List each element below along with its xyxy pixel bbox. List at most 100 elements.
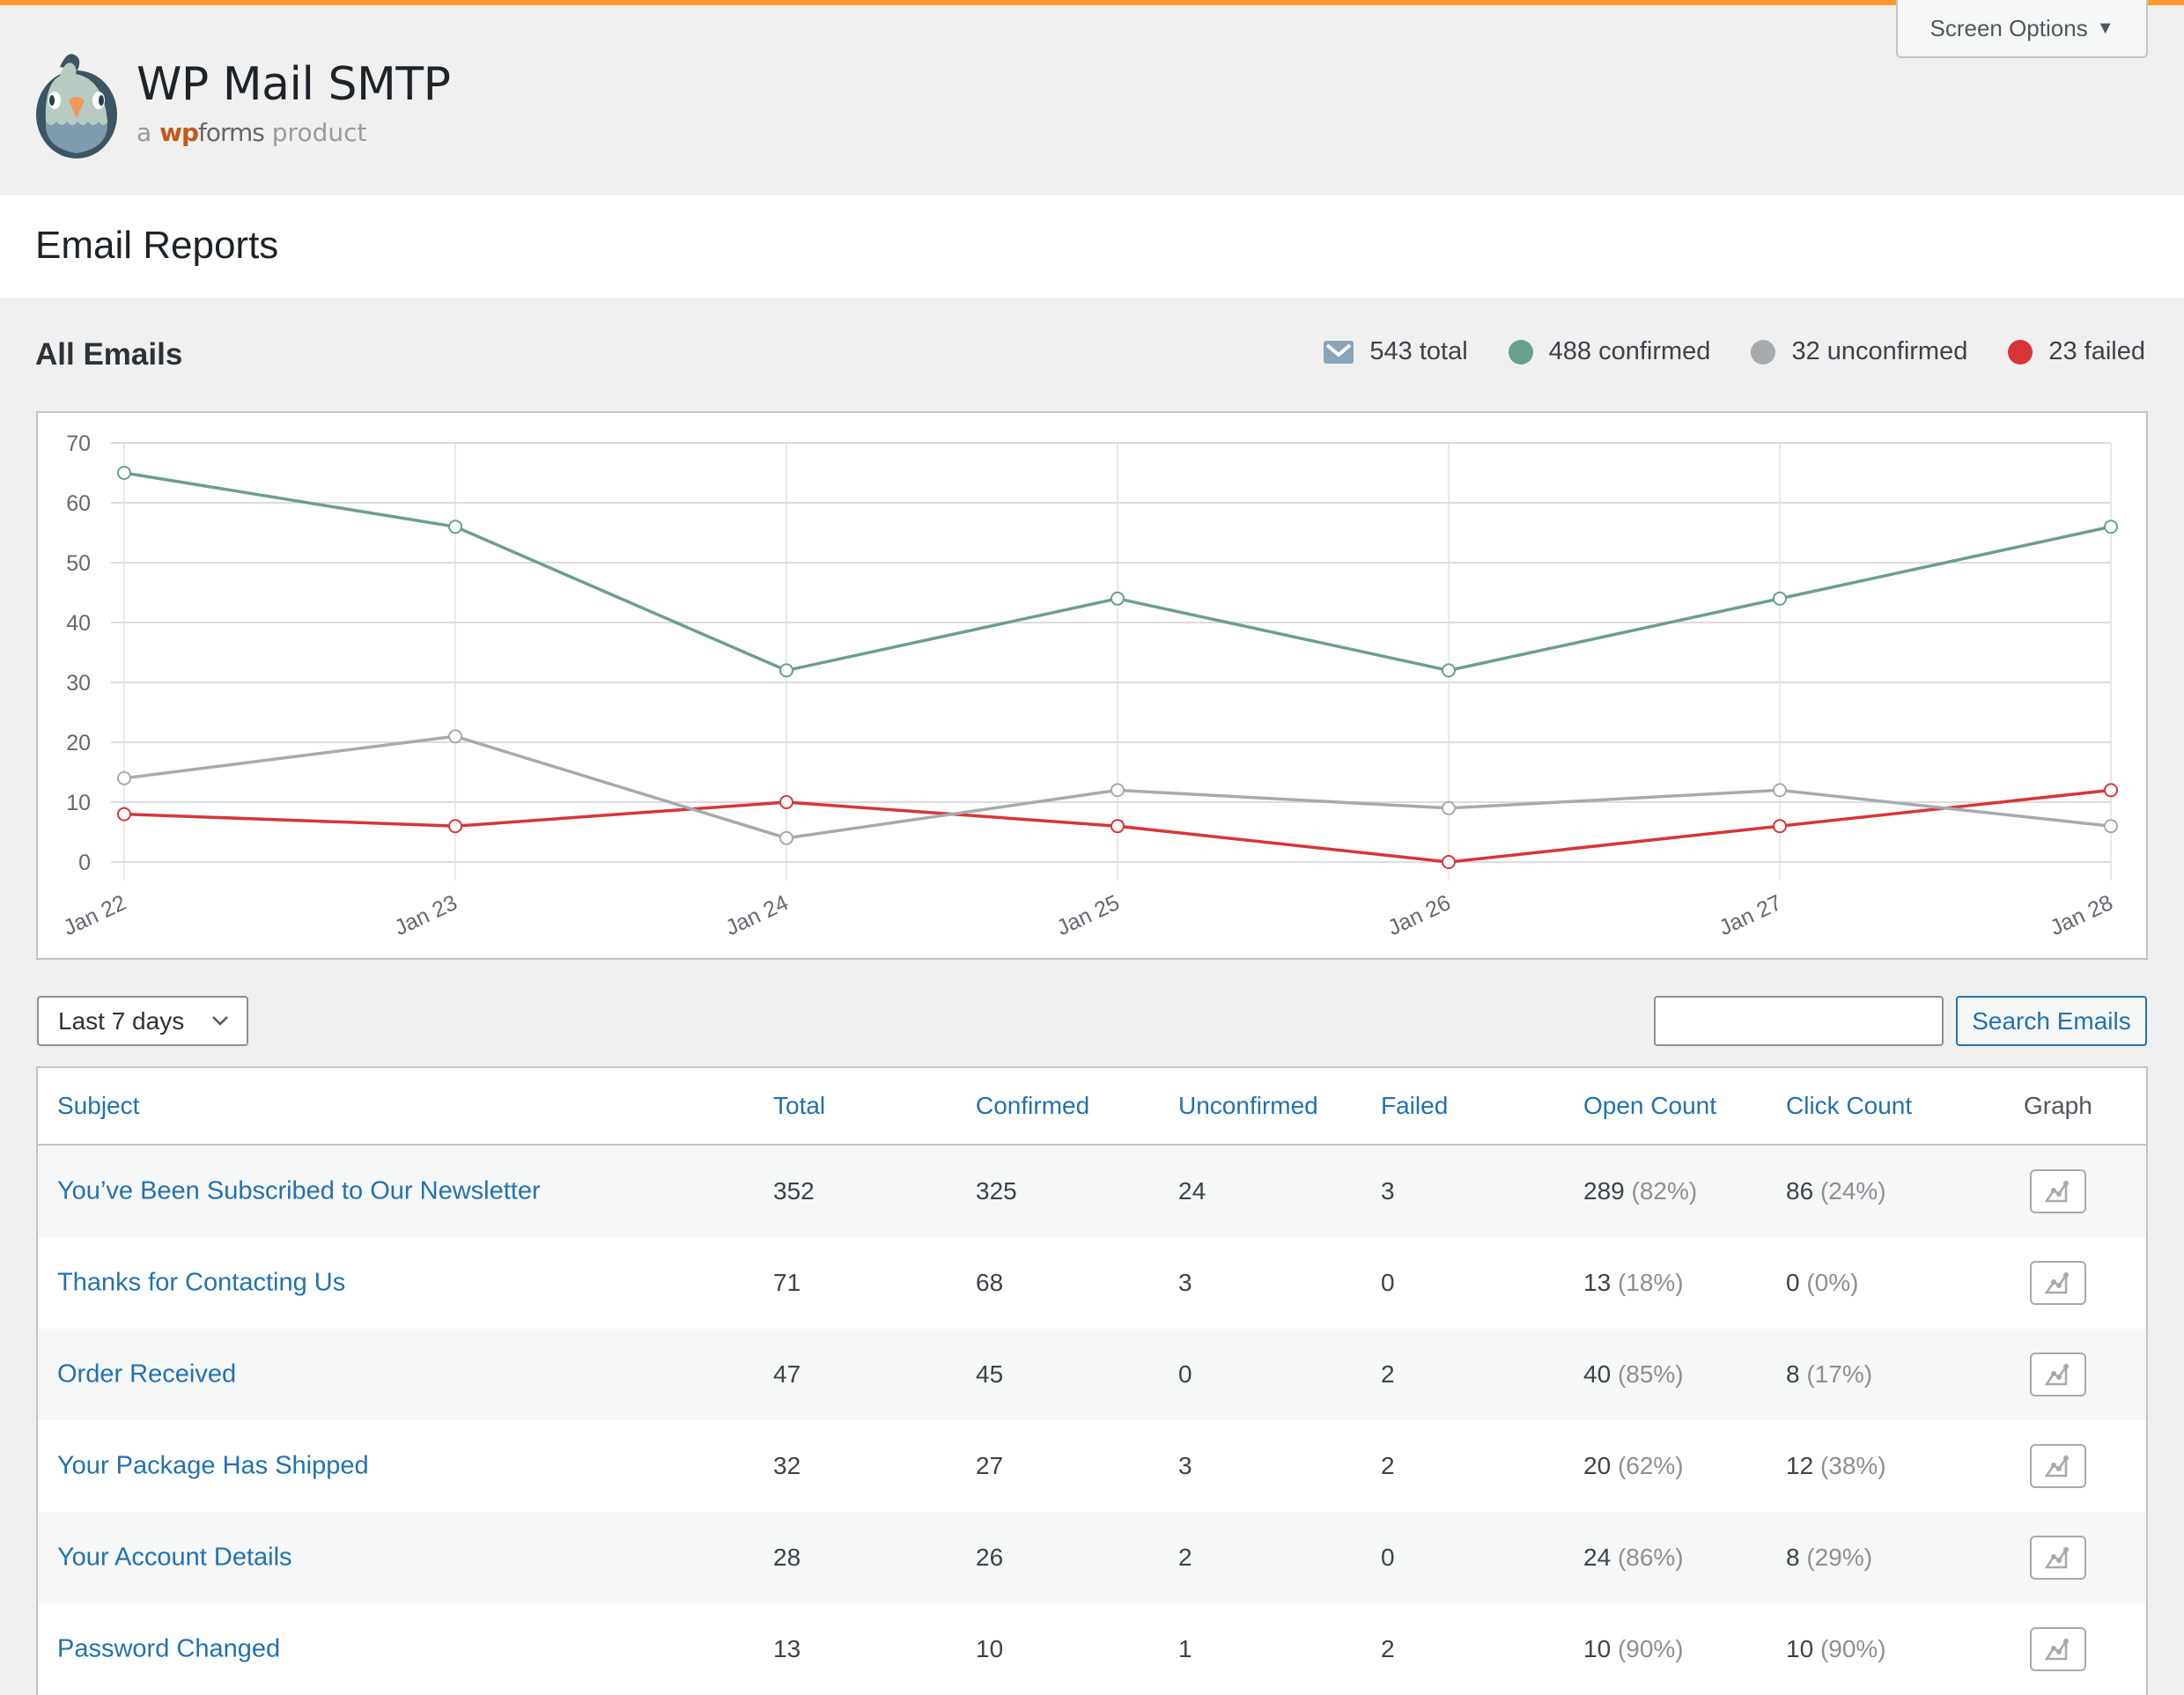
- cell-open-count: 20 (62%): [1583, 1452, 1684, 1480]
- cell-open-count: 289 (82%): [1583, 1177, 1697, 1205]
- cell-total: 71: [773, 1269, 801, 1296]
- top-accent-bar: [0, 0, 2184, 5]
- cell-confirmed: 27: [976, 1452, 1004, 1479]
- y-tick-label: 40: [66, 611, 91, 636]
- click-count: 12: [1786, 1452, 1814, 1479]
- data-point-failed: [117, 807, 131, 822]
- subject-link[interactable]: You’ve Been Subscribed to Our Newsletter: [57, 1176, 541, 1205]
- col-open-count[interactable]: Open Count: [1583, 1092, 1716, 1119]
- open-percent: (18%): [1617, 1269, 1684, 1296]
- graph-button[interactable]: [2030, 1352, 2086, 1397]
- cell-unconfirmed: 2: [1178, 1544, 1192, 1571]
- table-row: You’ve Been Subscribed to Our Newsletter…: [38, 1146, 2146, 1237]
- open-count: 20: [1583, 1452, 1612, 1479]
- chart-line-icon: [2044, 1637, 2069, 1661]
- cell-click-count: 12 (38%): [1786, 1452, 1886, 1480]
- data-point-unconfirmed: [117, 770, 131, 785]
- line-chart: 0 10 20 30 40 50 60 70 Jan 22 Jan 23 Jan 24 Jan 25 J…: [60, 431, 2118, 940]
- data-point-confirmed: [1442, 663, 1456, 678]
- data-point-unconfirmed: [2104, 819, 2118, 834]
- col-subject[interactable]: Subject: [57, 1092, 140, 1119]
- data-point-failed: [448, 819, 462, 834]
- unconfirmed-dot-icon: [1751, 339, 1776, 365]
- cell-unconfirmed: 3: [1178, 1269, 1192, 1296]
- cell-unconfirmed: 24: [1178, 1177, 1206, 1205]
- cell-confirmed: 26: [976, 1544, 1004, 1571]
- screen-options-button[interactable]: Screen Options ▼: [1896, 0, 2148, 58]
- chevron-down-icon: [212, 1016, 228, 1026]
- col-confirmed[interactable]: Confirmed: [976, 1092, 1090, 1119]
- open-percent: (85%): [1617, 1360, 1684, 1388]
- subject-link[interactable]: Thanks for Contacting Us: [57, 1268, 346, 1297]
- page-title: Email Reports: [35, 224, 279, 267]
- click-count: 8: [1786, 1544, 1800, 1571]
- col-graph: Graph: [2024, 1092, 2092, 1119]
- graph-button[interactable]: [2030, 1536, 2086, 1580]
- x-tick-label: Jan 25: [1053, 890, 1124, 940]
- y-tick-label: 60: [66, 491, 91, 516]
- graph-button[interactable]: [2030, 1261, 2086, 1305]
- open-percent: (86%): [1617, 1544, 1684, 1571]
- graph-button[interactable]: [2030, 1444, 2086, 1488]
- data-point-unconfirmed: [448, 729, 462, 744]
- cell-unconfirmed: 3: [1178, 1452, 1192, 1479]
- y-tick-label: 20: [66, 731, 91, 755]
- y-tick-label: 10: [66, 791, 91, 815]
- y-tick-label: 0: [78, 851, 91, 875]
- cell-total: 47: [773, 1360, 801, 1388]
- data-point-unconfirmed: [1442, 800, 1456, 815]
- open-count: 40: [1583, 1360, 1612, 1388]
- table-row: Password Changed 13 10 1 2 10 (90%) 10 (90%): [38, 1603, 2146, 1695]
- data-point-confirmed: [448, 520, 462, 534]
- search-input[interactable]: [1654, 996, 1944, 1046]
- cell-failed: 0: [1381, 1269, 1395, 1296]
- data-point-confirmed: [117, 466, 131, 480]
- table-row: Order Received 47 45 0 2 40 (85%) 8 (17%): [38, 1329, 2146, 1420]
- table-row: Thanks for Contacting Us 71 68 3 0 13 (18%) 0 …: [38, 1237, 2146, 1329]
- x-tick-label: Jan 23: [391, 890, 461, 940]
- cell-click-count: 8 (17%): [1786, 1360, 1872, 1389]
- subject-link[interactable]: Password Changed: [57, 1634, 281, 1663]
- chart-line-icon: [2044, 1454, 2069, 1478]
- col-total[interactable]: Total: [773, 1092, 826, 1119]
- click-percent: (0%): [1806, 1269, 1859, 1296]
- subject-link[interactable]: Your Account Details: [57, 1543, 292, 1572]
- col-failed[interactable]: Failed: [1381, 1092, 1449, 1119]
- cell-unconfirmed: 0: [1178, 1360, 1192, 1388]
- legend-unconfirmed-label: 32 unconfirmed: [1791, 337, 1968, 365]
- open-count: 24: [1583, 1544, 1612, 1571]
- brand-subtitle: a wpforms product: [136, 118, 366, 147]
- open-count: 289: [1583, 1177, 1625, 1205]
- x-tick-label: Jan 27: [1715, 890, 1786, 940]
- cell-click-count: 86 (24%): [1786, 1177, 1886, 1205]
- cell-open-count: 24 (86%): [1583, 1544, 1684, 1572]
- subject-link[interactable]: Order Received: [57, 1360, 237, 1389]
- data-point-unconfirmed: [1110, 783, 1125, 798]
- failed-dot-icon: [2008, 339, 2033, 365]
- subject-link[interactable]: Your Package Has Shipped: [57, 1451, 369, 1480]
- pigeon-logo-icon: [36, 54, 117, 158]
- y-tick-label: 70: [66, 431, 91, 456]
- open-percent: (90%): [1617, 1635, 1684, 1662]
- cell-confirmed: 68: [976, 1269, 1004, 1296]
- click-percent: (29%): [1806, 1544, 1873, 1571]
- x-tick-label: Jan 24: [722, 890, 793, 940]
- x-tick-label: Jan 26: [1384, 890, 1455, 940]
- legend-failed: 23 failed: [2008, 337, 2145, 366]
- period-select[interactable]: Last 7 days: [37, 996, 248, 1046]
- graph-button[interactable]: [2030, 1627, 2086, 1671]
- cell-confirmed: 45: [976, 1360, 1004, 1388]
- search-emails-button[interactable]: Search Emails: [1956, 996, 2147, 1046]
- open-count: 10: [1583, 1635, 1612, 1662]
- click-count: 10: [1786, 1635, 1814, 1662]
- email-reports-table: Subject Total Confirmed Unconfirmed Fail…: [36, 1066, 2148, 1695]
- data-point-confirmed: [2104, 520, 2118, 534]
- y-tick-label: 50: [66, 551, 91, 576]
- legend-total-label: 543 total: [1369, 337, 1468, 365]
- cell-open-count: 40 (85%): [1583, 1360, 1684, 1389]
- chart-line-icon: [2044, 1362, 2069, 1386]
- brand-sub-product: product: [271, 118, 367, 147]
- col-unconfirmed[interactable]: Unconfirmed: [1178, 1092, 1318, 1119]
- col-click-count[interactable]: Click Count: [1786, 1092, 1913, 1119]
- graph-button[interactable]: [2030, 1169, 2086, 1213]
